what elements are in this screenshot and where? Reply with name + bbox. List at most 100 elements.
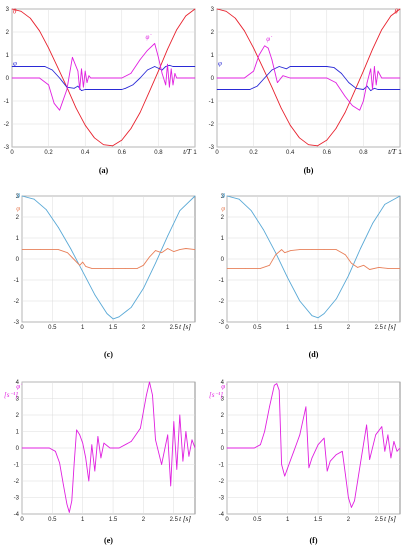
panel-d: 0 0.5 1 1.5 2 2.5 -3 -2 -1 0 1 2 3 t [s] θφ (d) — [219, 192, 401, 359]
series-line-phidot — [217, 45, 400, 111]
data-point-phidot — [293, 450, 295, 452]
data-point-theta — [244, 30, 245, 32]
x-tick-label: 0.4 — [81, 150, 90, 156]
data-point-theta — [275, 252, 276, 254]
data-point-phidot — [269, 406, 270, 408]
y-tick-label: 0 — [16, 446, 20, 452]
y-tick-label: 3 — [211, 7, 215, 13]
data-point-phi — [165, 66, 167, 67]
data-point-theta — [58, 227, 59, 228]
data-point-theta — [399, 8, 401, 10]
data-point-theta — [363, 70, 364, 72]
data-point-theta — [11, 8, 13, 10]
data-point-phidot — [174, 73, 176, 74]
data-point-phi — [59, 77, 60, 79]
data-point-phidot — [299, 434, 301, 436]
x-tick-label: 1 — [286, 325, 290, 331]
data-point-phidot — [399, 77, 401, 79]
data-point-phi — [308, 66, 309, 67]
data-point-phidot — [84, 70, 86, 72]
data-point-phi — [269, 264, 270, 266]
data-point-phi — [132, 84, 134, 86]
data-point-phi — [112, 268, 114, 269]
data-point-phi — [378, 267, 380, 268]
x-tick-label: 0.2 — [249, 150, 258, 156]
y-tick-label: -3 — [219, 496, 225, 502]
data-point-theta — [167, 48, 168, 50]
data-point-phi — [357, 267, 358, 268]
data-point-phidot — [66, 89, 68, 90]
data-point-phidot — [287, 467, 289, 469]
x-tick-label: 1 — [286, 517, 290, 523]
data-point-phi — [21, 249, 23, 250]
data-point-phi — [390, 89, 392, 90]
y-tick-label: -1 — [219, 278, 225, 284]
y-tick-label: 1 — [221, 430, 225, 436]
data-point-phi — [125, 88, 126, 89]
data-point-phidot — [182, 460, 184, 462]
data-point-phidot — [66, 503, 68, 505]
y-tick-label: 2 — [221, 215, 225, 221]
data-point-phidot — [152, 394, 153, 396]
data-point-phidot — [167, 63, 168, 65]
data-point-phidot — [167, 434, 169, 436]
y-tick-label: 0 — [221, 257, 225, 263]
x-tick-label: 1.5 — [109, 517, 118, 523]
x-tick-label: 0.5 — [48, 325, 57, 331]
data-point-phi — [216, 89, 218, 90]
data-point-theta — [20, 10, 22, 12]
data-point-phidot — [335, 454, 337, 455]
data-point-theta — [399, 195, 401, 197]
data-point-phidot — [90, 77, 92, 79]
data-point-phi — [387, 268, 389, 269]
x-tick-label: 0 — [225, 517, 229, 523]
data-point-phidot — [161, 464, 162, 465]
data-point-phidot — [173, 421, 175, 422]
data-point-phidot — [244, 77, 245, 79]
x-tick-label: 2.5 — [170, 517, 179, 523]
data-point-phi — [234, 89, 236, 90]
data-point-phidot — [399, 447, 401, 449]
data-point-theta — [94, 294, 96, 296]
data-point-phidot — [100, 457, 102, 459]
data-point-phidot — [390, 77, 392, 79]
data-point-phidot — [374, 66, 375, 67]
data-point-phi — [323, 249, 325, 250]
y-tick-label: -1 — [209, 99, 215, 105]
data-point-phidot — [277, 82, 278, 83]
x-tick-label: 1 — [81, 325, 85, 331]
data-point-theta — [130, 306, 132, 308]
data-point-phidot — [375, 434, 377, 436]
data-point-theta — [118, 316, 120, 318]
data-point-phidot — [59, 109, 60, 111]
data-point-phidot — [188, 455, 190, 457]
data-point-theta — [384, 204, 386, 205]
x-tick-label: 0 — [225, 325, 229, 331]
data-point-phidot — [267, 47, 269, 49]
y-tick-label: 1 — [16, 236, 20, 242]
data-point-phidot — [158, 56, 159, 58]
data-point-phi — [149, 256, 150, 258]
data-point-phidot — [308, 467, 310, 469]
data-point-phidot — [260, 444, 261, 446]
data-point-phi — [194, 66, 196, 67]
data-point-phidot — [81, 68, 82, 70]
data-point-phidot — [169, 86, 170, 88]
y-tick-label: 2 — [211, 30, 215, 36]
x-axis-label: t [s] — [384, 323, 396, 331]
data-point-phidot — [155, 439, 156, 441]
panel-caption: (a) — [99, 166, 109, 175]
data-point-phidot — [77, 70, 79, 72]
data-point-phi — [271, 69, 273, 71]
y-tick-label: 2 — [221, 413, 225, 419]
data-point-phidot — [191, 439, 193, 441]
data-point-phidot — [393, 441, 395, 442]
data-point-phidot — [103, 77, 104, 79]
data-point-phidot — [103, 442, 105, 444]
data-point-theta — [94, 137, 95, 139]
x-tick-label: 0 — [20, 517, 24, 523]
data-point-phi — [100, 268, 102, 269]
data-point-phi — [381, 89, 383, 90]
data-point-phi — [172, 66, 174, 67]
data-point-phi — [355, 88, 357, 89]
